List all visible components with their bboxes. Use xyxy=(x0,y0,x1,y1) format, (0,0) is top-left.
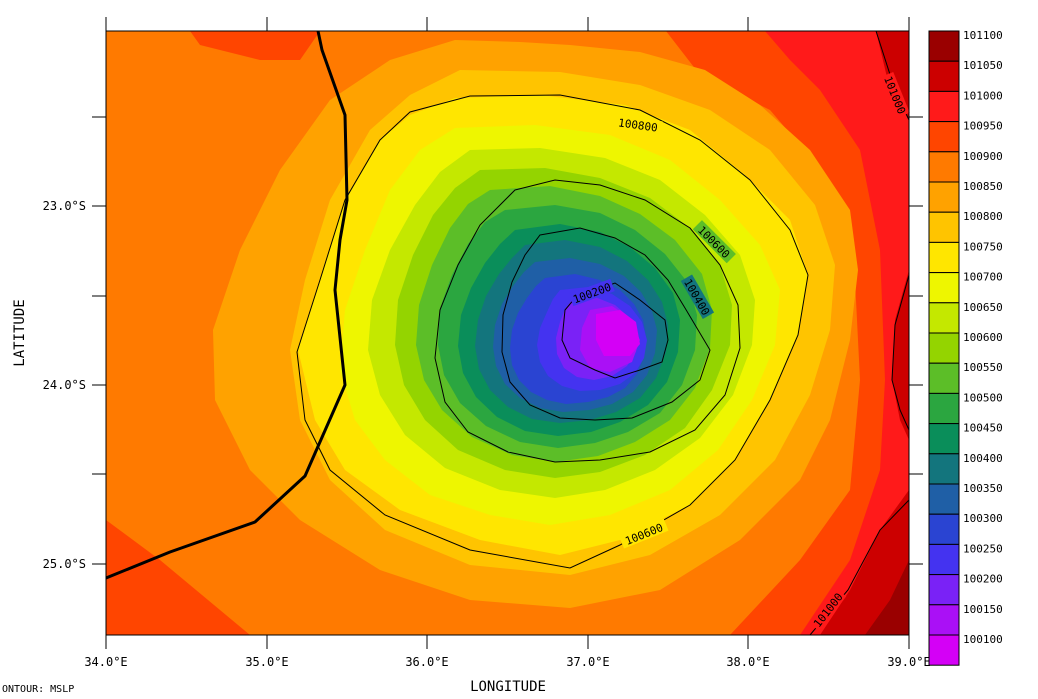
colorbar-swatch-100250 xyxy=(928,543,960,576)
colorbar-label-101000: 101000 xyxy=(963,89,1003,102)
x-tick-label: 36.0°E xyxy=(405,655,448,669)
colorbar-swatch-101100 xyxy=(928,30,960,62)
contour-line-100600 xyxy=(434,179,741,463)
colorbar-label-100650: 100650 xyxy=(963,301,1003,314)
colorbar-label-100600: 100600 xyxy=(963,331,1003,344)
colorbar-swatch-100750 xyxy=(928,241,960,274)
pressure-band-100950 xyxy=(666,31,909,635)
colorbar-label-101050: 101050 xyxy=(963,59,1003,72)
x-tick-label: 39.0°E xyxy=(887,655,930,669)
pressure-band-100100 xyxy=(596,310,640,356)
coastline xyxy=(106,31,349,580)
colorbar-swatch-100700 xyxy=(928,272,960,304)
colorbar-label-101100: 101100 xyxy=(963,29,1003,42)
colorbar-swatch-100450 xyxy=(928,423,960,455)
colorbar-swatch-101000 xyxy=(928,90,960,123)
colorbar-label-100800: 100800 xyxy=(963,210,1003,223)
pressure-band-101000 xyxy=(765,31,909,635)
colorbar-label-100900: 100900 xyxy=(963,150,1003,163)
pressure-band-101050-se xyxy=(820,490,909,635)
colorbar-swatch-100150 xyxy=(928,604,960,636)
colorbar-swatch-100100 xyxy=(928,634,960,666)
y-tick-label: 24.0°S xyxy=(43,378,86,392)
colorbar-swatch-101050 xyxy=(928,60,960,92)
x-tick-label: 37.0°E xyxy=(566,655,609,669)
colorbar-label-100200: 100200 xyxy=(963,573,1003,586)
colorbar-label-100250: 100250 xyxy=(963,542,1003,555)
colorbar-swatch-100900 xyxy=(928,151,960,183)
x-tick-label: 34.0°E xyxy=(84,655,127,669)
colorbar-label-100100: 100100 xyxy=(963,633,1003,646)
colorbar-swatch-100500 xyxy=(928,392,960,425)
colorbar-label-100500: 100500 xyxy=(963,391,1003,404)
colorbar-swatch-100550 xyxy=(928,362,960,394)
plot-frame xyxy=(105,30,910,636)
colorbar-swatch-100800 xyxy=(928,211,960,243)
colorbar-swatch-100600 xyxy=(928,332,960,364)
colorbar-label-100950: 100950 xyxy=(963,120,1003,133)
colorbar-swatch-100850 xyxy=(928,181,960,213)
colorbar-label-100700: 100700 xyxy=(963,271,1003,284)
colorbar-label-100350: 100350 xyxy=(963,482,1003,495)
contour-line-101000-e xyxy=(891,274,909,431)
x-tick-label: 35.0°E xyxy=(245,655,288,669)
y-tick-label: 23.0°S xyxy=(43,199,86,213)
x-axis-label: LONGITUDE xyxy=(470,679,546,695)
y-tick-labels: 23.0°S 24.0°S 25.0°S xyxy=(43,199,86,571)
contour-line-100800 xyxy=(296,94,809,569)
pressure-field xyxy=(106,31,909,635)
colorbar-swatch-100200 xyxy=(928,574,960,606)
pressure-band-100950-west xyxy=(106,520,250,635)
contour-label-100800: 100800 xyxy=(617,116,658,134)
colorbar-label-100550: 100550 xyxy=(963,361,1003,374)
colorbar-label-100300: 100300 xyxy=(963,512,1003,525)
colorbar-label-100150: 100150 xyxy=(963,603,1003,616)
pressure-band-100950-north xyxy=(190,31,320,60)
contour-line-100200 xyxy=(561,282,669,379)
colorbar-swatch-100300 xyxy=(928,513,960,545)
colorbar: 101100 101050 101000 100950 100900 100850 1008… xyxy=(928,29,1003,666)
pressure-band-101100 xyxy=(865,560,909,635)
y-axis-label: LATITUDE xyxy=(12,299,28,366)
colorbar-swatch-100950 xyxy=(928,121,960,153)
y-tick-label: 25.0°S xyxy=(43,557,86,571)
colorbar-swatch-100350 xyxy=(928,483,960,515)
contour-line-100400 xyxy=(501,227,711,421)
x-tick-label: 38.0°E xyxy=(726,655,769,669)
colorbar-swatch-100650 xyxy=(928,302,960,334)
footer-label: ONTOUR: MSLP xyxy=(2,684,74,695)
colorbar-label-100450: 100450 xyxy=(963,422,1003,435)
x-tick-labels: 34.0°E 35.0°E 36.0°E 37.0°E 38.0°E 39.0°… xyxy=(84,655,930,669)
colorbar-label-100400: 100400 xyxy=(963,452,1003,465)
colorbar-label-100750: 100750 xyxy=(963,240,1003,253)
colorbar-label-100850: 100850 xyxy=(963,180,1003,193)
axis-ticks xyxy=(92,17,923,649)
colorbar-swatch-100400 xyxy=(928,453,960,485)
